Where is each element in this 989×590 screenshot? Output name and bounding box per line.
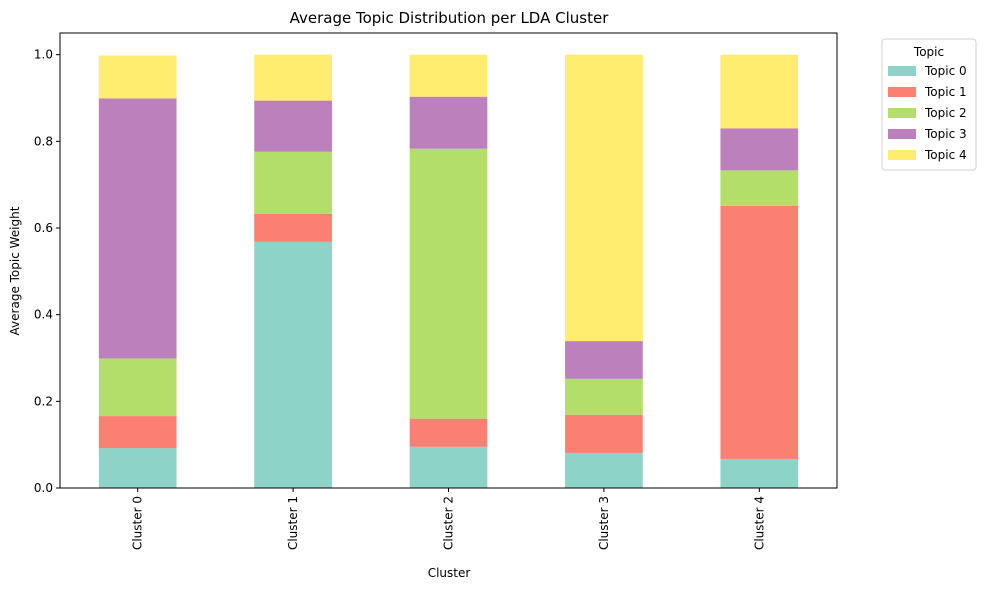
- bar-segment-cluster-1-topic-3: [254, 100, 332, 152]
- bar-segment-cluster-0-topic-3: [98, 98, 177, 359]
- legend-swatch-topic-4: [888, 150, 916, 160]
- bar-segment-cluster-0-topic-2: [98, 358, 177, 417]
- x-tick-label: Cluster 2: [442, 496, 456, 550]
- bar-segment-cluster-0-topic-4: [98, 55, 177, 99]
- bar-segment-cluster-3-topic-4: [565, 54, 643, 342]
- bar-segment-cluster-4-topic-3: [720, 128, 799, 171]
- bar-segment-cluster-0-topic-1: [98, 416, 177, 449]
- bar-segment-cluster-0-topic-0: [98, 448, 177, 488]
- x-tick-label: Cluster 0: [131, 496, 145, 550]
- bar-segment-cluster-3-topic-2: [565, 378, 643, 415]
- legend-swatch-topic-0: [888, 66, 916, 76]
- bar-segment-cluster-1-topic-2: [254, 151, 332, 214]
- bar-segment-cluster-3-topic-1: [565, 414, 643, 453]
- legend-label-topic-4: Topic 4: [924, 148, 967, 162]
- bar-segment-cluster-2-topic-0: [409, 446, 488, 488]
- chart-title: Average Topic Distribution per LDA Clust…: [290, 9, 610, 27]
- legend-label-topic-3: Topic 3: [924, 127, 967, 141]
- legend-label-topic-0: Topic 0: [924, 64, 967, 78]
- bar-segment-cluster-4-topic-2: [720, 170, 799, 206]
- bar-segment-cluster-3-topic-0: [565, 452, 643, 488]
- y-tick-label: 0.4: [34, 308, 53, 322]
- x-tick-label: Cluster 3: [597, 496, 611, 550]
- legend-label-topic-1: Topic 1: [924, 85, 967, 99]
- bar-segment-cluster-4-topic-0: [720, 458, 799, 488]
- bar-segment-cluster-2-topic-2: [409, 148, 488, 419]
- bar-segment-cluster-4-topic-1: [720, 205, 799, 459]
- y-tick-label: 0.8: [34, 134, 53, 148]
- legend-swatch-topic-1: [888, 87, 916, 97]
- bar-segment-cluster-3-topic-3: [565, 341, 643, 379]
- bar-segment-cluster-1-topic-0: [254, 241, 332, 488]
- legend-label-topic-2: Topic 2: [924, 106, 967, 120]
- y-tick-label: 0.2: [34, 394, 53, 408]
- bar-segment-cluster-4-topic-4: [720, 54, 799, 129]
- bar-segment-cluster-2-topic-1: [409, 418, 488, 447]
- bar-segment-cluster-1-topic-1: [254, 213, 332, 242]
- bar-segment-cluster-1-topic-4: [254, 54, 332, 101]
- plot-area: 0.0 0.2 0.4 0.6 0.8 1.0 Cluster 0 Cluster 1 Clus…: [34, 32, 838, 550]
- bar-segment-cluster-2-topic-3: [409, 96, 488, 149]
- legend-swatch-topic-2: [888, 108, 916, 118]
- legend: Topic Topic 0 Topic 1 Topic 2 Topic 3 Topic …: [881, 38, 977, 171]
- y-tick-label: 0.6: [34, 221, 53, 235]
- bar-segment-cluster-2-topic-4: [409, 54, 488, 97]
- legend-title: Topic: [913, 45, 944, 59]
- y-tick-label: 1.0: [34, 48, 53, 62]
- x-tick-label: Cluster 1: [286, 496, 300, 550]
- x-axis-label: Cluster: [428, 566, 471, 580]
- x-tick-label: Cluster 4: [752, 496, 766, 550]
- y-axis-label: Average Topic Weight: [8, 206, 22, 335]
- legend-swatch-topic-3: [888, 129, 916, 139]
- y-tick-label: 0.0: [34, 481, 53, 495]
